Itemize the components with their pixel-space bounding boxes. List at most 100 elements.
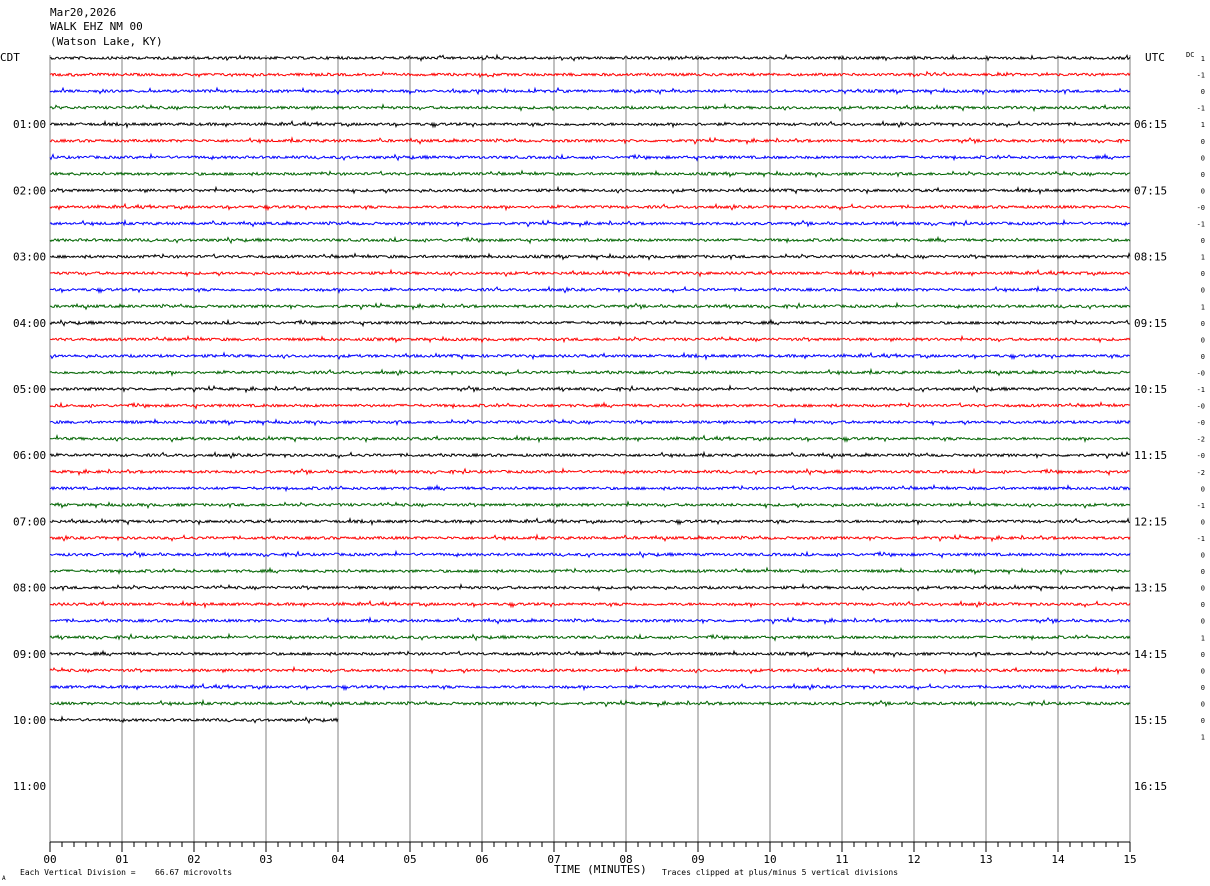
x-tick-label: 06 <box>475 853 488 866</box>
x-tick-label: 07 <box>547 853 560 866</box>
trace-line-14 <box>49 268 1131 278</box>
dc-offset-label: 0 <box>1201 287 1205 295</box>
trace-line-18 <box>50 334 1131 344</box>
trace-line-5 <box>49 119 1131 129</box>
x-tick-label: 01 <box>115 853 128 866</box>
dc-offset-label: -0 <box>1197 452 1205 460</box>
dc-offset-label: 0 <box>1201 171 1205 179</box>
left-time-labels: 01:00 02:00 03:00 04:00 05:00 06:00 07:00 08:00… <box>13 118 46 793</box>
right-time-label: 14:15 <box>1134 648 1167 661</box>
dc-offset-label: -1 <box>1197 502 1205 510</box>
left-time-label: 09:00 <box>13 648 46 661</box>
scale-value: 66.67 microvolts <box>155 868 232 877</box>
left-time-label: 03:00 <box>13 251 46 264</box>
right-time-label: 13:15 <box>1134 582 1167 595</box>
right-time-label: 16:15 <box>1134 780 1167 793</box>
trace-line-36 <box>49 632 1131 642</box>
left-time-label: 06:00 <box>13 449 46 462</box>
dc-offset-label: 0 <box>1201 684 1205 692</box>
clip-note: Traces clipped at plus/minus 5 vertical … <box>662 868 898 877</box>
x-tick-label: 02 <box>187 853 200 866</box>
right-time-label: 12:15 <box>1134 515 1167 528</box>
trace-line-1 <box>49 53 1131 62</box>
trace-line-32 <box>49 566 1131 576</box>
trace-line-10 <box>49 202 1131 212</box>
dc-offset-label: 0 <box>1201 336 1205 344</box>
right-time-label: 08:15 <box>1134 251 1167 264</box>
station-name: WALK EHZ NM 00 <box>50 20 143 33</box>
scale-note: Each Vertical Division = <box>20 868 136 877</box>
x-axis: 00 01 02 03 04 05 06 07 08 09 10 11 12 13 14 15 <box>43 841 1137 866</box>
right-time-labels: 06:15 07:15 08:15 09:15 10:15 11:15 12:15 13:15… <box>1134 118 1167 793</box>
x-tick-label: 00 <box>43 853 56 866</box>
trace-line-17 <box>49 318 1131 328</box>
right-time-label: 09:15 <box>1134 317 1167 330</box>
trace-line-37 <box>49 649 1131 659</box>
record-date: Mar20,2026 <box>50 6 116 19</box>
x-tick-label: 12 <box>907 853 920 866</box>
minute-gridlines <box>49 55 1131 842</box>
trace-line-40 <box>49 698 1131 708</box>
dc-offset-label: -0 <box>1197 403 1205 411</box>
trace-line-23 <box>49 417 1131 427</box>
trace-line-24 <box>49 433 1131 444</box>
trace-line-33 <box>49 582 1131 592</box>
x-tick-label: 14 <box>1051 853 1065 866</box>
trace-line-15 <box>49 285 1131 295</box>
x-tick-label: 11 <box>835 853 848 866</box>
dc-offset-label: 0 <box>1201 700 1205 708</box>
dc-offset-label: 0 <box>1201 320 1205 328</box>
trace-line-39 <box>49 682 1131 692</box>
dc-offset-label: -1 <box>1197 221 1205 229</box>
trace-line-41 <box>49 715 339 725</box>
trace-line-38 <box>49 665 1131 676</box>
trace-line-28 <box>49 500 1131 510</box>
trace-line-8 <box>49 169 1131 179</box>
dc-offset-label: 0 <box>1201 237 1205 245</box>
trace-line-9 <box>49 185 1131 196</box>
dc-offset-labels: 1 -1 0 -1 1 0 0 0 0 -0 -1 0 1 0 0 1 0 0 0 -0 -1 -0 -0 -2 -0 -2 0 -1… <box>1197 55 1205 742</box>
trace-line-34 <box>49 599 1131 609</box>
dc-offset-label: 1 <box>1201 303 1205 311</box>
left-time-label: 07:00 <box>13 515 46 528</box>
dc-offset-label: -1 <box>1197 72 1205 80</box>
trace-group <box>49 53 1131 725</box>
dc-offset-label: 0 <box>1201 667 1205 675</box>
dc-offset-label: 0 <box>1201 187 1205 195</box>
trace-line-25 <box>49 450 1131 460</box>
dc-offset-label: 1 <box>1201 734 1205 742</box>
x-axis-title: TIME (MINUTES) <box>554 863 647 876</box>
trace-line-30 <box>49 533 1131 543</box>
x-tick-label: 04 <box>331 853 345 866</box>
dc-label: DC <box>1186 51 1194 59</box>
trace-line-31 <box>49 549 1131 559</box>
right-time-label: 10:15 <box>1134 383 1167 396</box>
dc-offset-label: 0 <box>1201 518 1205 526</box>
right-zone-label: UTC <box>1145 51 1165 64</box>
trace-line-22 <box>49 401 1131 411</box>
dc-offset-label: 1 <box>1201 121 1205 129</box>
right-time-label: 06:15 <box>1134 118 1167 131</box>
trace-line-7 <box>49 152 1131 162</box>
trace-line-19 <box>49 351 1131 361</box>
x-tick-label: 05 <box>403 853 416 866</box>
x-tick-label: 03 <box>259 853 272 866</box>
right-time-label: 07:15 <box>1134 184 1167 197</box>
dc-offset-label: 1 <box>1201 634 1205 642</box>
trace-line-26 <box>49 467 1131 477</box>
right-time-label: 11:15 <box>1134 449 1167 462</box>
dc-offset-label: -0 <box>1197 204 1205 212</box>
trace-line-3 <box>49 86 1131 96</box>
x-tick-label: 10 <box>763 853 776 866</box>
trace-line-27 <box>49 483 1131 493</box>
dc-offset-label: -2 <box>1197 436 1205 444</box>
dc-offset-label: 0 <box>1201 88 1205 96</box>
dc-offset-label: -1 <box>1197 105 1205 113</box>
right-time-label: 15:15 <box>1134 714 1167 727</box>
station-location: (Watson Lake, KY) <box>50 35 163 48</box>
trace-line-2 <box>49 70 1131 79</box>
dc-offset-label: 1 <box>1201 254 1205 262</box>
dc-offset-label: -1 <box>1197 386 1205 394</box>
left-time-label: 01:00 <box>13 118 46 131</box>
